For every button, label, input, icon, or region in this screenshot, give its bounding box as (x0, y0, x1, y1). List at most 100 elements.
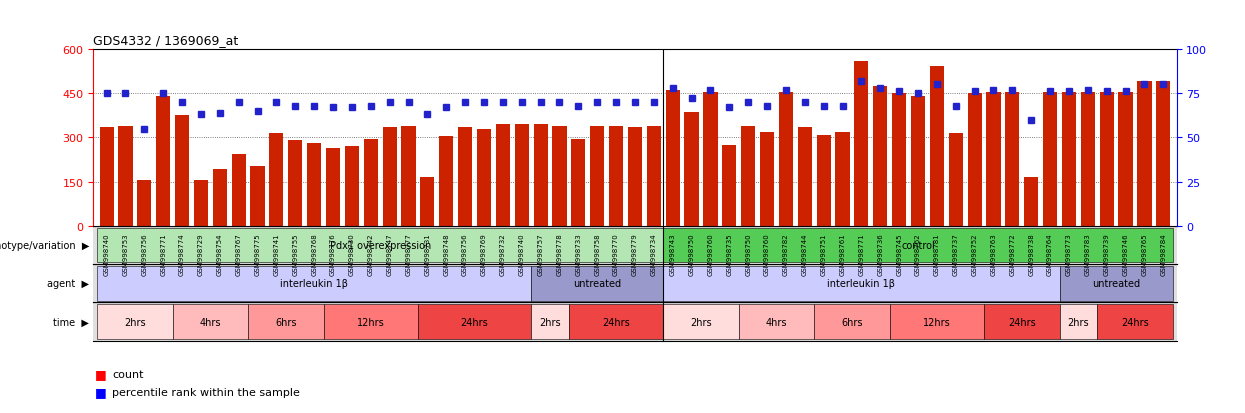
Bar (496, 125, 510, 227)
Bar (1043, 93, 1057, 227)
Text: 12hrs: 12hrs (357, 317, 385, 327)
Bar (1005, 93, 1020, 227)
Bar (514, 125, 529, 227)
Bar (1059, 305, 1097, 339)
Bar (137, 181, 152, 227)
Text: Pdx1 overexpression: Pdx1 overexpression (330, 241, 431, 251)
Bar (345, 147, 359, 227)
Bar (722, 145, 736, 227)
Bar (646, 126, 661, 227)
Bar (1157, 82, 1170, 227)
Text: percentile rank within the sample: percentile rank within the sample (112, 387, 300, 397)
Bar (534, 125, 548, 227)
Bar (627, 128, 642, 227)
Bar (553, 126, 566, 227)
Bar (1081, 93, 1094, 227)
Text: control: control (901, 241, 935, 251)
Bar (703, 93, 717, 227)
Bar (248, 305, 324, 339)
Text: 2hrs: 2hrs (539, 317, 560, 327)
Text: interleukin 1β: interleukin 1β (280, 279, 349, 289)
Text: interleukin 1β: interleukin 1β (828, 279, 895, 289)
Bar (984, 305, 1059, 339)
Bar (324, 305, 418, 339)
Text: 24hrs: 24hrs (603, 317, 630, 327)
Bar (571, 140, 585, 227)
Text: 6hrs: 6hrs (842, 317, 863, 327)
Bar (421, 178, 435, 227)
Bar (364, 140, 377, 227)
Bar (986, 93, 1001, 227)
Bar (97, 229, 664, 263)
Bar (401, 126, 416, 227)
Bar (1138, 82, 1152, 227)
Bar (1062, 93, 1076, 227)
Bar (890, 305, 984, 339)
Bar (854, 62, 869, 227)
Bar (288, 141, 303, 227)
Bar (817, 135, 830, 227)
Text: 6hrs: 6hrs (275, 317, 296, 327)
Bar (738, 305, 814, 339)
Bar (967, 94, 982, 227)
Bar (949, 134, 962, 227)
Text: 2hrs: 2hrs (124, 317, 146, 327)
Bar (835, 132, 849, 227)
Bar (1118, 93, 1133, 227)
Bar (232, 154, 245, 227)
Bar (930, 67, 944, 227)
Bar (609, 126, 624, 227)
Bar (664, 305, 738, 339)
Text: time  ▶: time ▶ (54, 317, 90, 327)
Bar (194, 181, 208, 227)
Bar (741, 126, 756, 227)
Bar (326, 149, 340, 227)
Bar (1097, 305, 1173, 339)
Bar (779, 93, 793, 227)
Bar (250, 166, 265, 227)
Bar (458, 128, 472, 227)
Bar (1099, 93, 1114, 227)
Bar (269, 134, 284, 227)
Text: ■: ■ (95, 367, 106, 380)
Text: untreated: untreated (573, 279, 621, 289)
Text: 2hrs: 2hrs (1067, 317, 1089, 327)
Bar (666, 91, 680, 227)
Bar (213, 169, 227, 227)
Bar (685, 113, 698, 227)
Text: ■: ■ (95, 385, 106, 398)
Bar (100, 128, 113, 227)
Bar (173, 305, 248, 339)
Text: 12hrs: 12hrs (923, 317, 951, 327)
Bar (477, 129, 491, 227)
Text: untreated: untreated (1092, 279, 1140, 289)
Text: 4hrs: 4hrs (766, 317, 787, 327)
Text: 24hrs: 24hrs (1008, 317, 1036, 327)
Bar (893, 94, 906, 227)
Bar (97, 267, 532, 301)
Bar (1059, 267, 1173, 301)
Text: 24hrs: 24hrs (1122, 317, 1149, 327)
Bar (798, 128, 812, 227)
Text: 2hrs: 2hrs (690, 317, 712, 327)
Text: GDS4332 / 1369069_at: GDS4332 / 1369069_at (93, 34, 239, 47)
Bar (569, 305, 664, 339)
Bar (382, 128, 397, 227)
Bar (532, 267, 664, 301)
Text: genotype/variation  ▶: genotype/variation ▶ (0, 241, 90, 251)
Bar (664, 229, 1173, 263)
Bar (97, 305, 173, 339)
Bar (1025, 178, 1038, 227)
Bar (590, 126, 604, 227)
Bar (176, 116, 189, 227)
Text: agent  ▶: agent ▶ (47, 279, 90, 289)
Bar (814, 305, 890, 339)
Text: count: count (112, 370, 143, 380)
Bar (873, 86, 888, 227)
Bar (308, 144, 321, 227)
Bar (439, 137, 453, 227)
Bar (911, 97, 925, 227)
Bar (118, 126, 132, 227)
Text: 24hrs: 24hrs (461, 317, 488, 327)
Bar (532, 305, 569, 339)
